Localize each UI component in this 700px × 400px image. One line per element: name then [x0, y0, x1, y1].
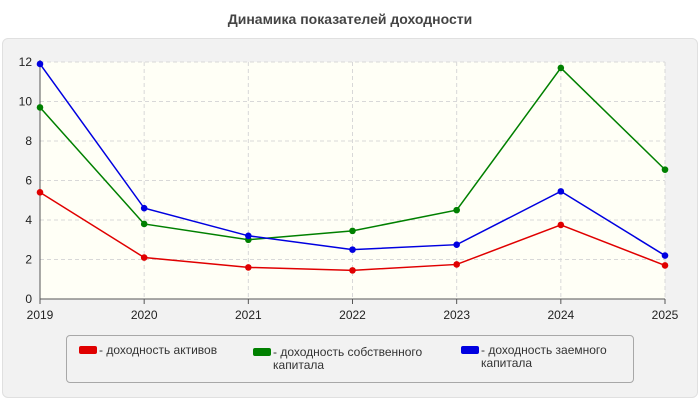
- data-point-assets: [349, 267, 356, 274]
- y-tick-label: 6: [25, 174, 32, 188]
- x-tick-label: 2021: [235, 308, 262, 322]
- data-point-equity: [453, 206, 460, 214]
- y-tick-label: 4: [25, 213, 32, 227]
- data-point-debt: [245, 232, 252, 240]
- data-point-debt: [453, 241, 460, 248]
- legend-label-debt: - доходность заемного капитала: [481, 343, 607, 370]
- data-point-equity: [557, 64, 565, 72]
- data-point-debt: [661, 252, 669, 259]
- legend-label-equity: - доходность собственного капитала: [273, 345, 423, 372]
- chart-title: Динамика показателей доходности: [227, 11, 473, 27]
- x-tick-label: 2020: [131, 308, 158, 322]
- y-tick-label: 12: [19, 55, 33, 69]
- legend-label-assets: - доходность активов: [99, 343, 218, 357]
- data-point-debt: [557, 188, 565, 195]
- data-point-equity: [140, 220, 148, 228]
- data-point-assets: [140, 254, 148, 261]
- data-point-debt: [349, 246, 356, 253]
- y-tick-label: 8: [25, 134, 32, 148]
- data-point-debt: [36, 60, 44, 68]
- x-tick-label: 2023: [443, 308, 470, 322]
- data-point-assets: [661, 262, 669, 269]
- x-tick-label: 2024: [547, 308, 574, 322]
- legend-swatch-equity: [253, 348, 271, 356]
- legend-swatch-debt: [461, 346, 479, 354]
- x-tick-label: 2025: [652, 308, 679, 322]
- data-point-debt: [140, 204, 148, 212]
- y-tick-label: 10: [19, 95, 33, 109]
- y-tick-label: 2: [25, 253, 32, 267]
- legend: - доходность активов - доходность собств…: [66, 335, 634, 383]
- data-point-equity: [349, 227, 356, 235]
- data-point-equity: [661, 166, 669, 173]
- data-point-equity: [36, 104, 44, 111]
- data-point-assets: [557, 221, 565, 229]
- x-tick-label: 2022: [339, 308, 366, 322]
- data-point-assets: [245, 264, 252, 271]
- y-tick-label: 0: [25, 292, 32, 306]
- legend-swatch-assets: [79, 346, 97, 354]
- data-point-assets: [36, 189, 44, 196]
- data-point-assets: [453, 261, 460, 268]
- x-tick-label: 2019: [27, 308, 54, 322]
